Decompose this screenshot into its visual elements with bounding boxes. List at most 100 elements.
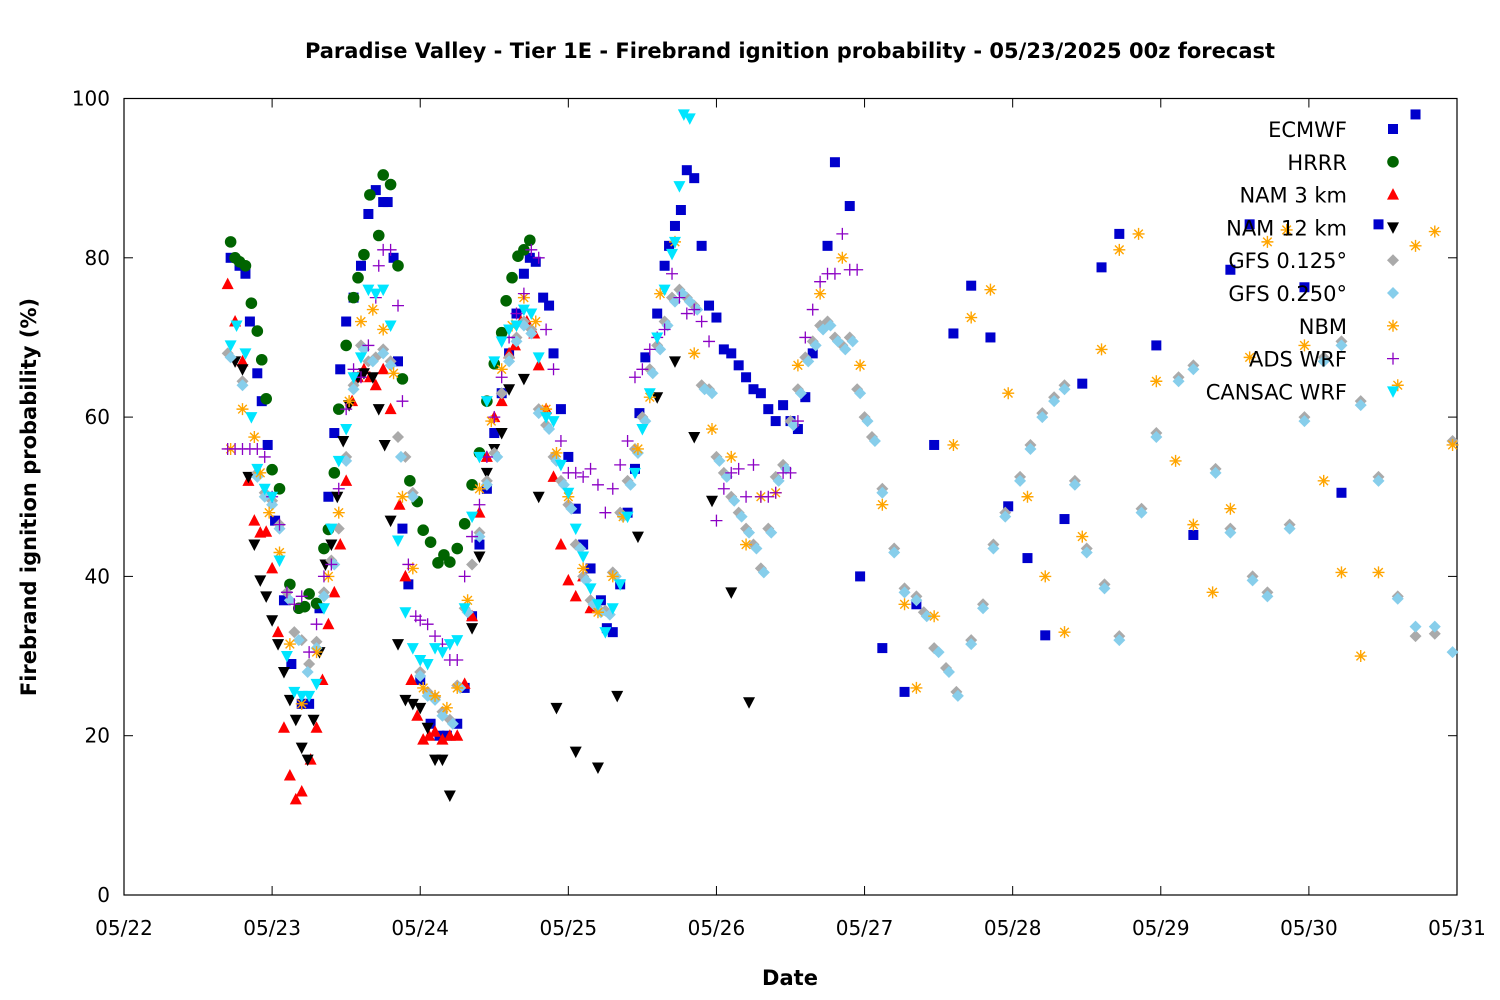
data-point — [876, 486, 889, 499]
data-point — [399, 694, 412, 707]
axis-ticks: 05/22 05/23 05/24 05/25 05/26 05/27 05/28 05/29… — [72, 87, 1486, 941]
data-point — [807, 348, 818, 359]
data-point — [303, 588, 315, 600]
data-point — [406, 698, 419, 711]
data-point — [480, 467, 493, 480]
data-point — [394, 450, 407, 463]
data-point — [378, 439, 391, 452]
data-point — [396, 373, 409, 385]
data-point — [868, 434, 881, 447]
data-point — [524, 252, 535, 263]
data-point — [636, 424, 649, 436]
data-point — [473, 451, 486, 464]
legend-label: NBM — [1299, 315, 1347, 339]
data-point — [606, 570, 619, 583]
x-tick-label: 05/28 — [984, 916, 1042, 940]
data-point — [224, 236, 237, 248]
data-point — [814, 275, 827, 288]
data-point — [643, 388, 656, 400]
data-point — [318, 542, 330, 555]
data-point — [343, 395, 356, 408]
data-point — [948, 328, 959, 339]
data-point — [244, 316, 255, 327]
data-point — [999, 510, 1012, 523]
data-point — [928, 610, 941, 623]
data-point — [668, 236, 681, 249]
data-point — [388, 252, 399, 263]
data-point — [673, 181, 686, 193]
data-point — [673, 291, 686, 304]
data-point — [323, 491, 334, 502]
data-point — [725, 466, 738, 479]
data-point — [440, 701, 453, 714]
data-point — [1317, 474, 1330, 487]
y-tick-label: 100 — [72, 87, 110, 111]
data-point — [577, 562, 590, 575]
data-point — [295, 784, 308, 797]
data-point — [525, 308, 538, 321]
data-point — [569, 589, 582, 602]
data-point — [251, 463, 264, 476]
data-point — [791, 415, 804, 428]
x-tick-label: 05/24 — [391, 916, 449, 940]
data-point — [1150, 431, 1163, 444]
series-nam-12-km — [229, 356, 756, 802]
data-point — [1261, 590, 1274, 603]
data-point — [414, 614, 427, 627]
data-point — [369, 288, 382, 301]
data-point — [725, 450, 738, 463]
data-point — [1058, 626, 1071, 639]
data-point — [683, 113, 696, 125]
data-point — [393, 356, 404, 367]
data-point — [328, 585, 341, 598]
data-point — [538, 292, 549, 303]
data-point — [530, 256, 541, 267]
data-point — [1187, 363, 1200, 376]
data-point — [340, 424, 353, 436]
data-point — [861, 415, 874, 428]
legend-marker — [1387, 352, 1399, 365]
y-tick-label: 60 — [85, 405, 110, 429]
data-point — [1039, 570, 1052, 583]
data-point — [1209, 466, 1222, 479]
data-point — [824, 319, 837, 332]
data-point — [809, 339, 822, 352]
data-point — [706, 423, 719, 436]
data-point — [614, 458, 627, 471]
data-point — [340, 474, 353, 486]
legend-marker — [1387, 287, 1399, 299]
data-point — [611, 690, 624, 703]
data-point — [236, 354, 249, 367]
data-point — [784, 466, 797, 479]
data-point — [392, 299, 405, 312]
data-point — [510, 335, 523, 348]
data-point — [485, 415, 498, 428]
data-point — [392, 431, 405, 444]
data-point — [1354, 650, 1367, 663]
data-point — [1113, 243, 1126, 256]
data-points — [221, 109, 1459, 805]
data-point — [303, 658, 316, 671]
data-point — [1022, 553, 1033, 564]
data-point — [358, 248, 370, 261]
data-point — [563, 451, 574, 462]
data-point — [550, 702, 563, 715]
data-point — [266, 491, 279, 504]
data-point — [236, 403, 249, 416]
data-point — [802, 355, 815, 368]
data-point — [262, 439, 273, 450]
data-point — [340, 403, 353, 416]
data-point — [720, 470, 733, 483]
x-axis-label: Date — [762, 966, 818, 990]
data-point — [688, 303, 701, 316]
data-point — [1114, 228, 1125, 239]
data-point — [304, 698, 315, 709]
data-point — [432, 557, 444, 569]
legend-marker — [1387, 254, 1399, 267]
data-point — [1095, 343, 1108, 356]
data-point — [806, 303, 819, 316]
data-point — [675, 205, 686, 216]
data-point — [436, 754, 449, 767]
data-point — [280, 586, 293, 599]
data-point — [770, 416, 781, 427]
